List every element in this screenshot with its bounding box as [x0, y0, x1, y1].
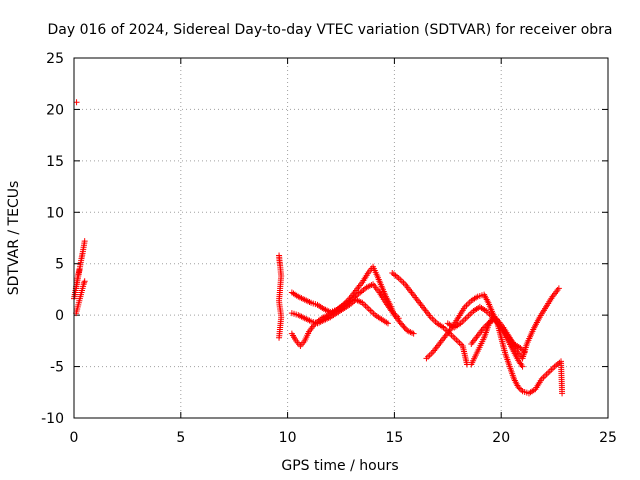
data-point [519, 363, 526, 370]
y-axis-label: SDTVAR / TECUs [6, 181, 22, 296]
y-tick-label: 15 [46, 154, 64, 170]
series-outlier [73, 99, 80, 106]
x-tick-label: 20 [492, 430, 510, 446]
y-tick-label: 0 [55, 308, 64, 324]
x-tick-label: 10 [279, 430, 297, 446]
x-axis-label: GPS time / hours [281, 458, 398, 474]
data-point [397, 320, 404, 327]
data-point [81, 279, 88, 286]
series-arc-2 [73, 278, 88, 317]
y-tick-label: 20 [46, 102, 64, 118]
data-point [73, 99, 80, 106]
series-arc-12 [468, 314, 566, 397]
x-tick-label: 5 [176, 430, 185, 446]
data-point [559, 390, 566, 397]
data-point [81, 278, 88, 285]
x-tick-label: 0 [70, 430, 79, 446]
data-point [517, 345, 524, 352]
x-tick-label: 15 [385, 430, 403, 446]
data-point [395, 315, 402, 322]
data-point [276, 334, 283, 341]
y-tick-label: 5 [55, 257, 64, 273]
data-point [81, 238, 88, 245]
y-tick-label: 25 [46, 51, 64, 67]
data-point [555, 285, 562, 292]
data-point [489, 314, 496, 321]
data-point [76, 266, 83, 273]
series-arc-8 [389, 269, 471, 368]
y-tick-label: -10 [41, 411, 64, 427]
data-point [516, 385, 523, 392]
series-arc-11 [468, 285, 562, 362]
chart-title: Day 016 of 2024, Sidereal Day-to-day VTE… [47, 22, 612, 38]
data-point [401, 324, 408, 331]
series-arc-4 [276, 252, 285, 341]
series-arc-7 [288, 296, 391, 327]
grid [74, 58, 608, 418]
data-points [71, 99, 566, 397]
y-tick-label: -5 [50, 360, 64, 376]
x-tick-label: 25 [599, 430, 617, 446]
data-point [492, 316, 499, 323]
data-point [399, 321, 406, 328]
data-point [515, 384, 522, 391]
x-axis: 0 5 10 15 20 25 [70, 58, 617, 446]
data-point [410, 330, 417, 337]
data-point [400, 323, 407, 330]
data-point [518, 386, 525, 393]
data-point [491, 315, 498, 322]
plot-frame [73, 57, 609, 419]
y-axis: -10 -5 0 5 10 15 20 25 [41, 51, 608, 427]
data-point [384, 320, 391, 327]
y-tick-label: 10 [46, 205, 64, 221]
